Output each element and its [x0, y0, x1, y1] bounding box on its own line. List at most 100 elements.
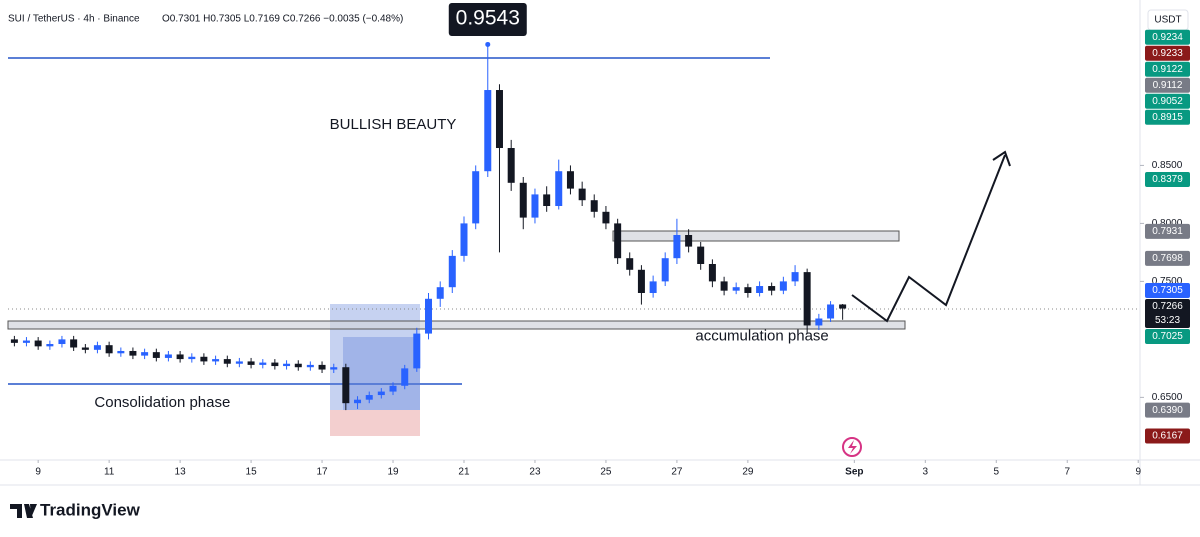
x-tick-label: 19	[387, 467, 399, 478]
resistance-zone	[612, 230, 900, 242]
price-badge-label: 0.6390	[1152, 405, 1183, 416]
price-badge-label: 0.7931	[1152, 226, 1183, 237]
brand: TradingView	[40, 500, 141, 519]
candle-body	[685, 235, 693, 247]
price-badge-label: 0.9052	[1152, 96, 1183, 107]
candle-body	[34, 340, 42, 347]
annotation: BULLISH BEAUTY	[330, 116, 457, 133]
candle-body	[365, 395, 373, 400]
price-badge	[1145, 61, 1190, 77]
high-dot	[485, 41, 491, 47]
x-tick-label: 17	[316, 467, 328, 478]
candle-body	[436, 287, 444, 299]
candle-body	[342, 367, 350, 404]
candle-body	[756, 286, 764, 293]
candle-body	[200, 356, 208, 362]
x-tick-label: 11	[104, 467, 115, 478]
candle-body	[425, 298, 433, 334]
candle-body	[129, 350, 137, 356]
candle-body	[732, 287, 740, 291]
candle-body	[779, 281, 787, 291]
x-tick-label: 9	[1135, 467, 1141, 478]
x-tick-label: 29	[742, 467, 754, 478]
candle-body	[637, 269, 645, 293]
candle-body	[519, 182, 527, 218]
x-tick-label: 9	[35, 467, 41, 478]
candle-body	[649, 281, 657, 293]
candle-body	[602, 211, 610, 224]
x-tick-label: 15	[246, 467, 258, 478]
annotation: Consolidation phase	[94, 394, 230, 411]
high-label: 0.9543	[456, 7, 520, 30]
price-badge	[1145, 171, 1190, 187]
candle-body	[697, 246, 705, 264]
price-badge	[1145, 77, 1190, 93]
candle-body	[472, 171, 480, 224]
candle-body	[46, 344, 54, 347]
arrow-head	[992, 150, 1011, 167]
price-badge-label: 0.8915	[1152, 112, 1183, 123]
position-box-inner	[343, 337, 420, 410]
price-badge-label: 0.7025	[1152, 331, 1183, 342]
candle-body	[188, 356, 196, 360]
candle-body	[389, 385, 397, 392]
price-badge-label: 0.7266	[1152, 301, 1183, 312]
candle-body	[141, 352, 149, 356]
price-badge-label: 0.7305	[1152, 285, 1183, 296]
candle-body	[815, 318, 823, 326]
stop-box	[330, 410, 420, 436]
candle-body	[460, 223, 468, 256]
candle-body	[401, 368, 409, 386]
candle-body	[283, 363, 291, 367]
price-badge-label: 0.9233	[1152, 48, 1183, 59]
candle-body	[306, 364, 314, 368]
price-badge-label: 0.9112	[1153, 80, 1183, 91]
candle-body	[614, 223, 622, 259]
candle-body	[768, 286, 776, 291]
price-badge	[1145, 45, 1190, 61]
x-tick-label: 23	[529, 467, 541, 478]
price-badge	[1145, 29, 1190, 45]
candle-body	[318, 364, 326, 370]
candle-body	[507, 148, 515, 183]
candle-body	[839, 304, 847, 309]
candle-body	[330, 367, 338, 370]
price-badge	[1145, 402, 1190, 418]
candle-body	[495, 90, 503, 149]
price-badge	[1145, 428, 1190, 444]
candle-body	[81, 347, 89, 350]
candle-body	[377, 391, 385, 396]
x-tick-label: 3	[923, 467, 929, 478]
candle-body	[93, 345, 101, 350]
brand-logo	[10, 504, 37, 518]
candle-body	[223, 359, 231, 364]
candle-body	[22, 340, 30, 343]
candle-body	[235, 361, 243, 364]
price-badge	[1145, 250, 1190, 266]
y-tick-label: 0.8500	[1152, 160, 1183, 171]
candle-body	[531, 194, 539, 218]
y-tick-label: 0.7500	[1152, 276, 1183, 287]
candle-body	[176, 354, 184, 360]
candle-body	[354, 399, 362, 404]
x-tick-label: 13	[175, 467, 187, 478]
candle-body	[294, 363, 302, 368]
support-zone	[7, 320, 906, 330]
x-tick-label: 5	[994, 467, 1000, 478]
candle-body	[212, 359, 220, 362]
candle-body	[271, 362, 279, 367]
candle-body	[744, 287, 752, 293]
candle-body	[10, 339, 18, 343]
ohlc-legend: O0.7301 H0.7305 L0.7169 C0.7266 −0.0035 …	[162, 14, 403, 25]
price-badge-label: 0.7698	[1152, 253, 1183, 264]
x-tick-label: Sep	[845, 467, 863, 478]
price-badge-label: 0.8379	[1152, 174, 1183, 185]
candle-body	[152, 352, 160, 358]
price-badge-label: 0.9234	[1152, 32, 1183, 43]
price-badge	[1145, 328, 1190, 344]
candle-body	[827, 304, 835, 319]
candle-body	[484, 90, 492, 172]
